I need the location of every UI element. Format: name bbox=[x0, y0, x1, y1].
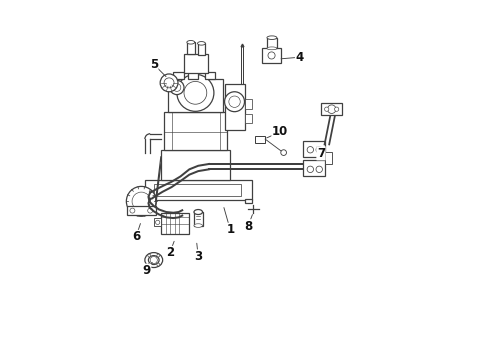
Bar bbox=[127, 206, 155, 215]
Circle shape bbox=[130, 208, 135, 213]
Ellipse shape bbox=[148, 256, 159, 265]
Bar bbox=[320, 103, 342, 115]
Circle shape bbox=[306, 147, 313, 153]
Text: 2: 2 bbox=[165, 247, 173, 260]
Bar bbox=[161, 213, 189, 234]
Circle shape bbox=[224, 92, 244, 112]
Ellipse shape bbox=[266, 47, 276, 50]
Circle shape bbox=[147, 208, 152, 213]
Bar bbox=[324, 152, 332, 164]
Circle shape bbox=[132, 192, 150, 211]
Ellipse shape bbox=[197, 42, 205, 45]
Text: 8: 8 bbox=[244, 220, 252, 233]
Circle shape bbox=[315, 166, 322, 172]
Circle shape bbox=[334, 107, 338, 111]
Ellipse shape bbox=[266, 36, 276, 40]
Circle shape bbox=[306, 166, 313, 172]
Text: 4: 4 bbox=[295, 51, 303, 64]
Circle shape bbox=[327, 105, 335, 113]
Circle shape bbox=[183, 81, 206, 104]
Bar bbox=[303, 161, 324, 176]
Circle shape bbox=[147, 263, 150, 266]
Bar bbox=[303, 141, 324, 157]
Text: 1: 1 bbox=[226, 223, 234, 236]
Text: 7: 7 bbox=[316, 147, 325, 160]
Circle shape bbox=[267, 52, 275, 59]
Circle shape bbox=[126, 186, 156, 216]
Circle shape bbox=[157, 254, 160, 257]
Circle shape bbox=[150, 257, 157, 264]
Bar bbox=[146, 199, 154, 203]
Bar bbox=[154, 219, 161, 226]
Circle shape bbox=[324, 107, 328, 111]
Bar bbox=[173, 72, 183, 78]
Bar bbox=[186, 42, 194, 54]
Circle shape bbox=[160, 74, 178, 92]
Bar bbox=[266, 38, 276, 48]
Circle shape bbox=[173, 84, 181, 91]
Bar bbox=[168, 78, 223, 112]
Circle shape bbox=[228, 96, 240, 107]
Circle shape bbox=[147, 254, 150, 257]
Bar bbox=[164, 112, 226, 150]
Bar bbox=[224, 84, 244, 130]
Text: 10: 10 bbox=[271, 126, 287, 139]
Ellipse shape bbox=[194, 210, 202, 215]
Circle shape bbox=[177, 74, 213, 111]
Bar bbox=[244, 114, 252, 123]
Bar bbox=[153, 184, 241, 196]
Bar bbox=[197, 43, 205, 55]
Circle shape bbox=[157, 263, 160, 266]
Ellipse shape bbox=[186, 41, 194, 44]
Bar bbox=[244, 99, 252, 109]
Bar bbox=[144, 180, 251, 199]
Bar bbox=[183, 54, 208, 73]
Bar bbox=[194, 212, 202, 226]
Ellipse shape bbox=[194, 224, 202, 227]
Text: 3: 3 bbox=[194, 250, 202, 263]
Circle shape bbox=[164, 78, 174, 88]
Bar bbox=[161, 150, 230, 180]
Text: 5: 5 bbox=[149, 58, 158, 71]
Text: 6: 6 bbox=[132, 230, 140, 243]
Bar bbox=[244, 199, 252, 203]
Circle shape bbox=[315, 147, 322, 153]
Bar bbox=[262, 48, 280, 63]
Circle shape bbox=[169, 80, 183, 95]
Bar bbox=[255, 136, 264, 143]
Circle shape bbox=[155, 220, 160, 225]
Ellipse shape bbox=[144, 253, 163, 267]
Circle shape bbox=[280, 150, 286, 156]
Text: 9: 9 bbox=[142, 264, 150, 277]
Bar bbox=[205, 72, 215, 78]
Bar bbox=[187, 72, 198, 78]
